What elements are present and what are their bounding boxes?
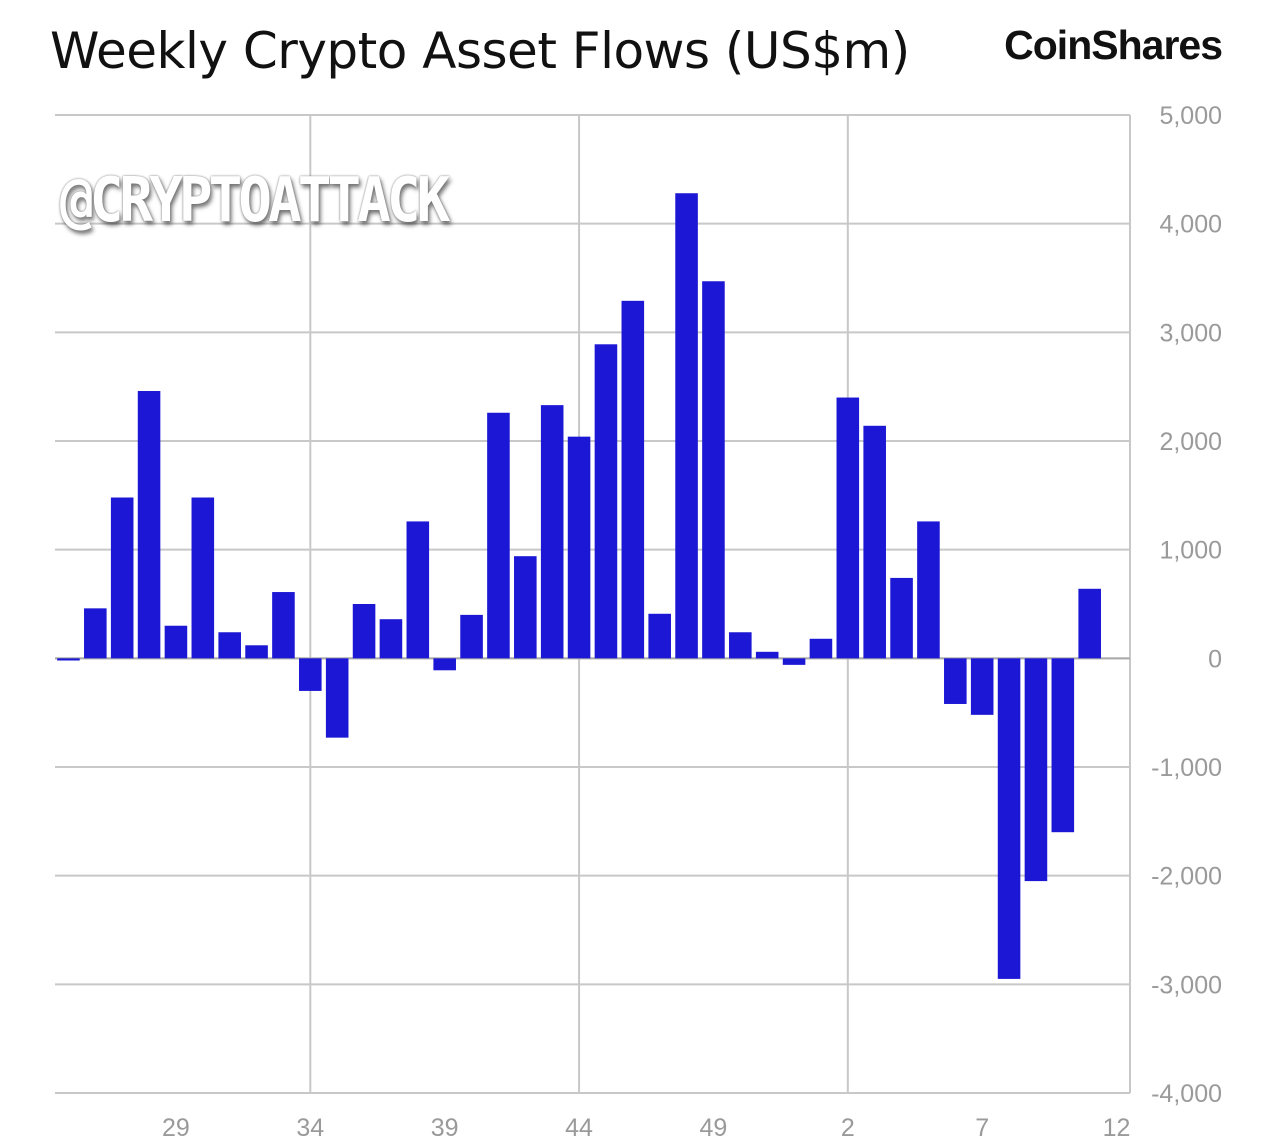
x-tick-label: 49 <box>700 1114 728 1142</box>
axes: 5,000 4,000 3,000 2,000 1,000 0 -1,000 -2,000 -3… <box>162 102 1222 1142</box>
x-tick-label: 44 <box>565 1114 593 1142</box>
bar-week-44 <box>567 436 591 659</box>
bar-week-47 <box>648 613 671 659</box>
bar-week-50 <box>729 632 752 659</box>
bar-week-51 <box>755 651 779 659</box>
bar-week-37 <box>379 619 403 659</box>
bar-week-40 <box>460 614 483 659</box>
bar-week-49 <box>702 281 725 659</box>
bar-week-3 <box>863 425 886 659</box>
bar-week-38 <box>406 521 430 659</box>
chart-title: Weekly Crypto Asset Flows (US$m) <box>50 22 910 80</box>
bar-week-10 <box>1051 658 1075 833</box>
x-tick-label: 2 <box>841 1114 855 1142</box>
bar-week-29 <box>164 625 188 659</box>
bar-week-48 <box>675 193 698 659</box>
y-tick-label: -2,000 <box>1151 863 1222 891</box>
bar-week-7 <box>970 658 994 715</box>
bar-week-33 <box>272 592 295 659</box>
bar-series <box>57 193 1101 979</box>
bar-week-28 <box>137 391 161 659</box>
y-tick-label: -3,000 <box>1151 971 1222 999</box>
bar-week-2 <box>836 397 860 659</box>
y-tick-label: 1,000 <box>1159 537 1222 565</box>
grid-lines <box>55 114 1131 1094</box>
bar-week-39 <box>433 658 456 671</box>
bar-week-36 <box>352 604 376 659</box>
x-tick-label: 12 <box>1103 1114 1131 1142</box>
bar-week-1 <box>809 638 833 659</box>
y-tick-label: 4,000 <box>1159 211 1222 239</box>
bar-week-32 <box>245 645 268 659</box>
watermark: @CRYPTOATTACK <box>60 165 450 237</box>
bar-week-8 <box>997 658 1021 979</box>
y-tick-label: 0 <box>1208 645 1222 673</box>
bar-week-45 <box>594 344 618 659</box>
bar-week-27 <box>110 497 134 659</box>
bar-week-30 <box>191 497 215 659</box>
y-tick-label: -1,000 <box>1151 754 1222 782</box>
bar-week-4 <box>890 577 913 659</box>
bar-week-31 <box>218 632 241 659</box>
y-tick-label: 3,000 <box>1159 319 1222 347</box>
bar-week-25 <box>57 658 80 661</box>
bar-week-42 <box>514 556 537 659</box>
bar-week-46 <box>621 300 645 659</box>
bar-week-26 <box>84 608 107 659</box>
bar-week-6 <box>944 658 967 704</box>
y-tick-label: -4,000 <box>1151 1080 1222 1108</box>
bar-week-11 <box>1078 588 1101 659</box>
bar-week-41 <box>487 412 510 659</box>
x-tick-label: 34 <box>296 1114 324 1142</box>
x-tick-label: 7 <box>975 1114 989 1142</box>
bar-week-9 <box>1024 658 1048 882</box>
bar-week-43 <box>540 405 564 659</box>
bar-week-52 <box>782 658 806 665</box>
y-tick-label: 2,000 <box>1159 428 1222 456</box>
bar-week-5 <box>917 521 940 659</box>
y-tick-label: 5,000 <box>1159 102 1222 130</box>
coinshares-logo: CoinShares <box>1004 22 1223 68</box>
x-tick-label: 39 <box>431 1114 459 1142</box>
x-tick-label: 29 <box>162 1114 190 1142</box>
bar-week-35 <box>325 658 349 738</box>
bar-week-34 <box>299 658 322 691</box>
